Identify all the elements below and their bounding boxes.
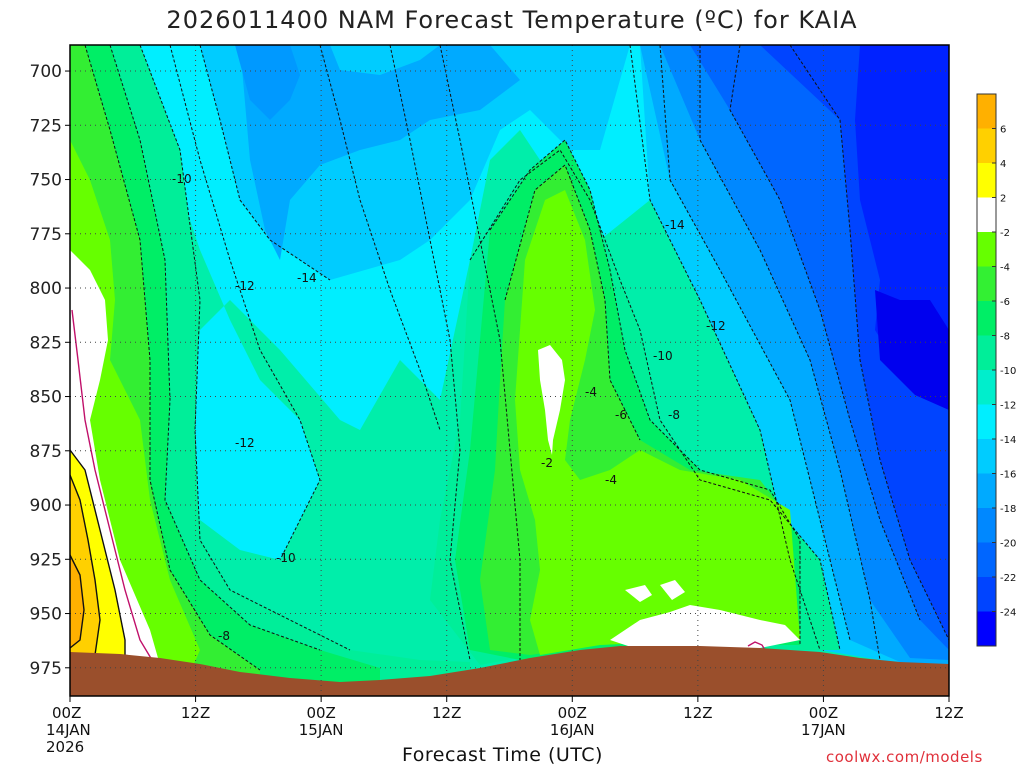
contour-label: -10: [276, 551, 296, 565]
colorbar-label: -16: [1000, 470, 1016, 481]
colorbar-label: -6: [1000, 297, 1010, 308]
source-credit: coolwx.com/models: [826, 748, 983, 766]
x-tick-label: 17JAN: [801, 721, 846, 739]
y-tick-label: 775: [30, 225, 62, 245]
colorbar-segment: [977, 370, 996, 405]
field-band-neg25-right: [875, 290, 949, 410]
x-tick-label: 12Z: [181, 704, 210, 722]
warm-contours: [70, 309, 766, 666]
y-tick-label: 925: [30, 550, 62, 570]
y-tick-label: 900: [30, 496, 62, 516]
x-tick-label: 15JAN: [299, 721, 344, 739]
plot-frame: [69, 44, 950, 697]
colorbar-label: 2: [1000, 194, 1006, 205]
contour-label: -12: [235, 436, 255, 450]
x-tick-label: 12Z: [934, 704, 963, 722]
field-band-zero-blob-1: [625, 585, 652, 602]
colorbar-segment: [977, 439, 996, 474]
field-band-zero-bottom: [610, 605, 800, 650]
x-tick-label: 12Z: [683, 704, 712, 722]
colorbar-segment: [977, 232, 996, 267]
contour-label: -4: [585, 385, 597, 399]
field-band-pos6-left: [70, 555, 84, 648]
colorbar-label: 6: [1000, 125, 1006, 136]
contour-label: -12: [706, 319, 726, 333]
colorbar-segment: [977, 197, 996, 233]
contour-label: -10: [653, 349, 673, 363]
colorbar-label: -20: [1000, 539, 1016, 550]
colorbar-segment: [977, 94, 996, 129]
field-band-neg12-lower-left: [195, 400, 285, 540]
colorbar-label: -10: [1000, 366, 1016, 377]
x-tick-label: 2026: [46, 738, 84, 756]
x-tick-label: 00Z: [809, 704, 838, 722]
y-tick-label: 975: [30, 659, 62, 679]
colorbar-segment: [977, 163, 996, 198]
x-tick-label: 16JAN: [550, 721, 595, 739]
colorbar-label: 4: [1000, 159, 1006, 170]
y-axis: 700 725 750 775 800 825 850 875 900 925 950 975: [30, 62, 70, 679]
x-axis-label: Forecast Time (UTC): [402, 744, 603, 766]
contour-label: -14: [297, 271, 317, 285]
colorbar-segment: [977, 128, 996, 164]
colorbar-label: -8: [1000, 332, 1010, 343]
colorbar-segment: [977, 404, 996, 440]
y-tick-label: 825: [30, 333, 62, 353]
x-tick-label: 00Z: [52, 704, 81, 722]
colorbar-segment: [977, 335, 996, 371]
field-band-neg16-center: [240, 45, 520, 260]
colorbar-segment: [977, 266, 996, 302]
y-tick-label: 800: [30, 279, 62, 299]
x-tick-label: 12Z: [432, 704, 461, 722]
colorbar-segment: [977, 473, 996, 509]
gridlines: [70, 45, 949, 696]
contour-label: -10: [172, 172, 192, 186]
terrain: [70, 646, 949, 696]
contour-label: -14: [665, 218, 685, 232]
contour-label: -6: [615, 408, 627, 422]
colorbar-label: -18: [1000, 504, 1016, 515]
colorbar: 6 4 2 -2 -4 -6 -8 -10 -12 -14 -16 -18 -20 -22 -24: [976, 93, 1016, 647]
colorbar-label: -12: [1000, 401, 1016, 412]
x-tick-label: 14JAN: [46, 721, 91, 739]
colorbar-segment: [977, 301, 996, 336]
y-tick-label: 950: [30, 605, 62, 625]
field-band-neg2-center: [515, 190, 800, 655]
x-tick-label: 00Z: [558, 704, 587, 722]
colorbar-segment: [977, 577, 996, 612]
y-tick-label: 750: [30, 171, 62, 191]
colorbar-segment: [977, 611, 996, 647]
colorbar-segment: [977, 508, 996, 543]
field-band-neg18-center: [235, 45, 300, 120]
chart-title: 2026011400 NAM Forecast Temperature (ºC)…: [166, 6, 858, 34]
colorbar-segment: [977, 542, 996, 578]
contour-lines: [84, 45, 949, 671]
contour-label: -8: [668, 408, 680, 422]
y-tick-label: 700: [30, 62, 62, 82]
contour-label-group: -10 -12 -14 -12 -14 -12 -10 -10 -8 -4 -6…: [172, 172, 726, 643]
colorbar-label: -4: [1000, 263, 1010, 274]
contour-label: -2: [541, 456, 553, 470]
colorbar-label: -22: [1000, 573, 1016, 584]
y-tick-label: 725: [30, 116, 62, 136]
y-tick-label: 850: [30, 388, 62, 408]
contour-label: -12: [235, 279, 255, 293]
contour-label: -4: [605, 473, 617, 487]
colorbar-label: -14: [1000, 435, 1016, 446]
y-tick-label: 875: [30, 442, 62, 462]
field-band-zero-blob-2: [660, 580, 685, 600]
colorbar-label: -2: [1000, 228, 1010, 239]
field-band-zero-center: [538, 345, 565, 455]
x-tick-label: 00Z: [306, 704, 335, 722]
colorbar-label: -24: [1000, 608, 1016, 619]
filled-contours: -10 -12 -14 -12 -14 -12 -10 -10 -8 -4 -6…: [70, 45, 949, 696]
contour-label: -8: [218, 629, 230, 643]
